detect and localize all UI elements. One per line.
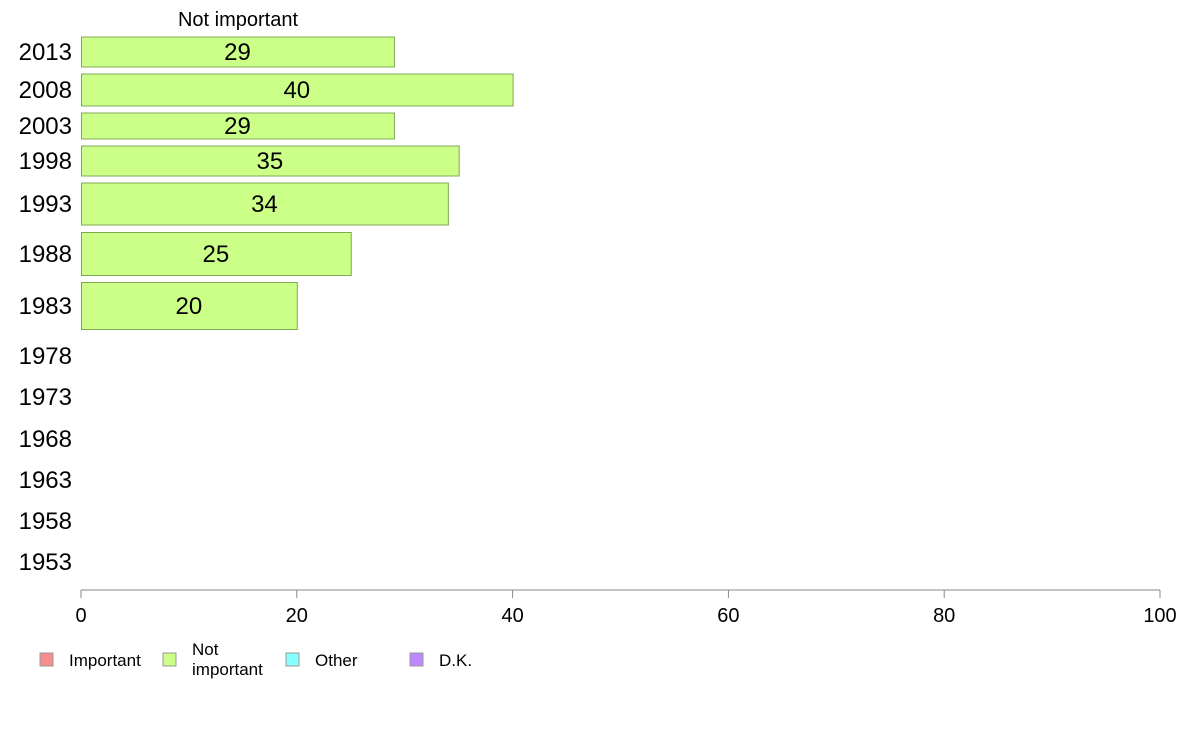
category-label-1988: 1988 [19,241,72,268]
category-label-1973: 1973 [19,384,72,411]
category-label-1963: 1963 [19,467,72,494]
legend-label-2: Other [315,651,358,670]
category-label-1983: 1983 [19,293,72,320]
bar-1993 [81,182,449,226]
bar-value-2008: 40 [283,77,310,104]
bar-2008 [81,73,514,107]
bar-1998 [81,145,460,177]
legend-swatch-0 [39,652,54,667]
bar-value-1988: 25 [203,241,230,268]
x-tick-label-40: 40 [501,605,523,627]
x-axis: 0 20 40 60 80 100 [75,589,1177,627]
x-tick-label-100: 100 [1143,605,1176,627]
category-label-1968: 1968 [19,426,72,453]
bar-value-1998: 35 [256,148,283,175]
category-label-1953: 1953 [19,549,72,576]
category-label-1993: 1993 [19,191,72,218]
legend-label-3: D.K. [439,651,472,670]
bar-1983 [81,282,298,330]
x-tick-label-20: 20 [286,605,308,627]
category-label-1998: 1998 [19,148,72,175]
category-label-2008: 2008 [19,77,72,104]
category-label-2013: 2013 [19,39,72,66]
legend-swatch-2 [285,652,300,667]
bar-value-1983: 20 [176,293,203,320]
legend-swatch-1 [162,652,177,667]
bar-1988 [81,232,352,276]
bar-value-2003: 29 [224,113,251,140]
legend-label-1: Not important [192,640,263,679]
legend-label-0: Important [69,651,141,670]
x-tick-label-80: 80 [933,605,955,627]
category-label-1978: 1978 [19,343,72,370]
bar-value-1993: 34 [251,191,278,218]
x-tick-label-0: 0 [75,605,86,627]
category-label-2003: 2003 [19,113,72,140]
bar-value-2013: 29 [224,39,251,66]
legend: Important Not important Other D.K. [39,640,472,679]
category-labels: 2013 2008 2003 1998 1993 1988 1983 1978 1973 1968… [19,39,72,576]
bar-2003 [81,112,395,140]
category-label-1958: 1958 [19,508,72,535]
x-tick-label-60: 60 [717,605,739,627]
column-title: Not important [178,9,298,31]
bar-2013 [81,36,395,68]
legend-swatch-3 [409,652,424,667]
